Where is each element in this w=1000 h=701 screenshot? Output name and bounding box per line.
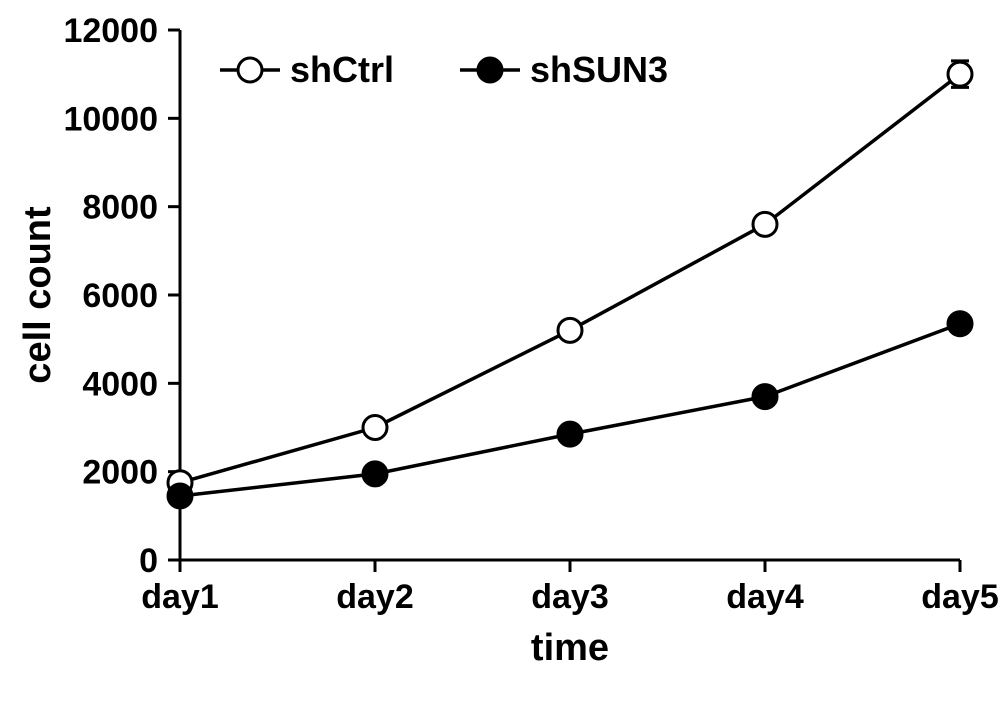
x-tick-label: day5 bbox=[921, 578, 999, 616]
x-tick-label: day2 bbox=[336, 578, 414, 616]
data-marker bbox=[948, 62, 972, 86]
line-chart: 0 2000 4000 6000 8000 10000 12000 day1 day2 day3 d… bbox=[0, 0, 1000, 701]
data-marker bbox=[558, 318, 582, 342]
data-marker bbox=[363, 416, 387, 440]
y-tick-label: 12000 bbox=[63, 12, 158, 50]
data-marker bbox=[753, 385, 777, 409]
y-tick-label: 0 bbox=[139, 542, 158, 580]
y-tick-label: 2000 bbox=[82, 454, 158, 492]
data-marker bbox=[168, 484, 192, 508]
x-tick-label: day4 bbox=[726, 578, 804, 616]
y-tick-label: 4000 bbox=[82, 365, 158, 403]
data-marker bbox=[363, 462, 387, 486]
legend-label: shSUN3 bbox=[530, 49, 668, 90]
y-axis-title: cell count bbox=[17, 206, 59, 384]
y-tick-label: 8000 bbox=[82, 189, 158, 227]
data-marker bbox=[753, 212, 777, 236]
legend-marker bbox=[478, 58, 502, 82]
y-tick-label: 6000 bbox=[82, 277, 158, 315]
series-line-1 bbox=[180, 324, 960, 496]
x-tick-label: day3 bbox=[531, 578, 609, 616]
data-marker bbox=[558, 422, 582, 446]
y-tick-label: 10000 bbox=[63, 100, 158, 138]
chart-container: 0 2000 4000 6000 8000 10000 12000 day1 day2 day3 d… bbox=[0, 0, 1000, 701]
legend-label: shCtrl bbox=[290, 49, 394, 90]
legend-marker bbox=[238, 58, 262, 82]
x-axis-title: time bbox=[531, 627, 609, 669]
x-tick-label: day1 bbox=[141, 578, 219, 616]
data-marker bbox=[948, 312, 972, 336]
